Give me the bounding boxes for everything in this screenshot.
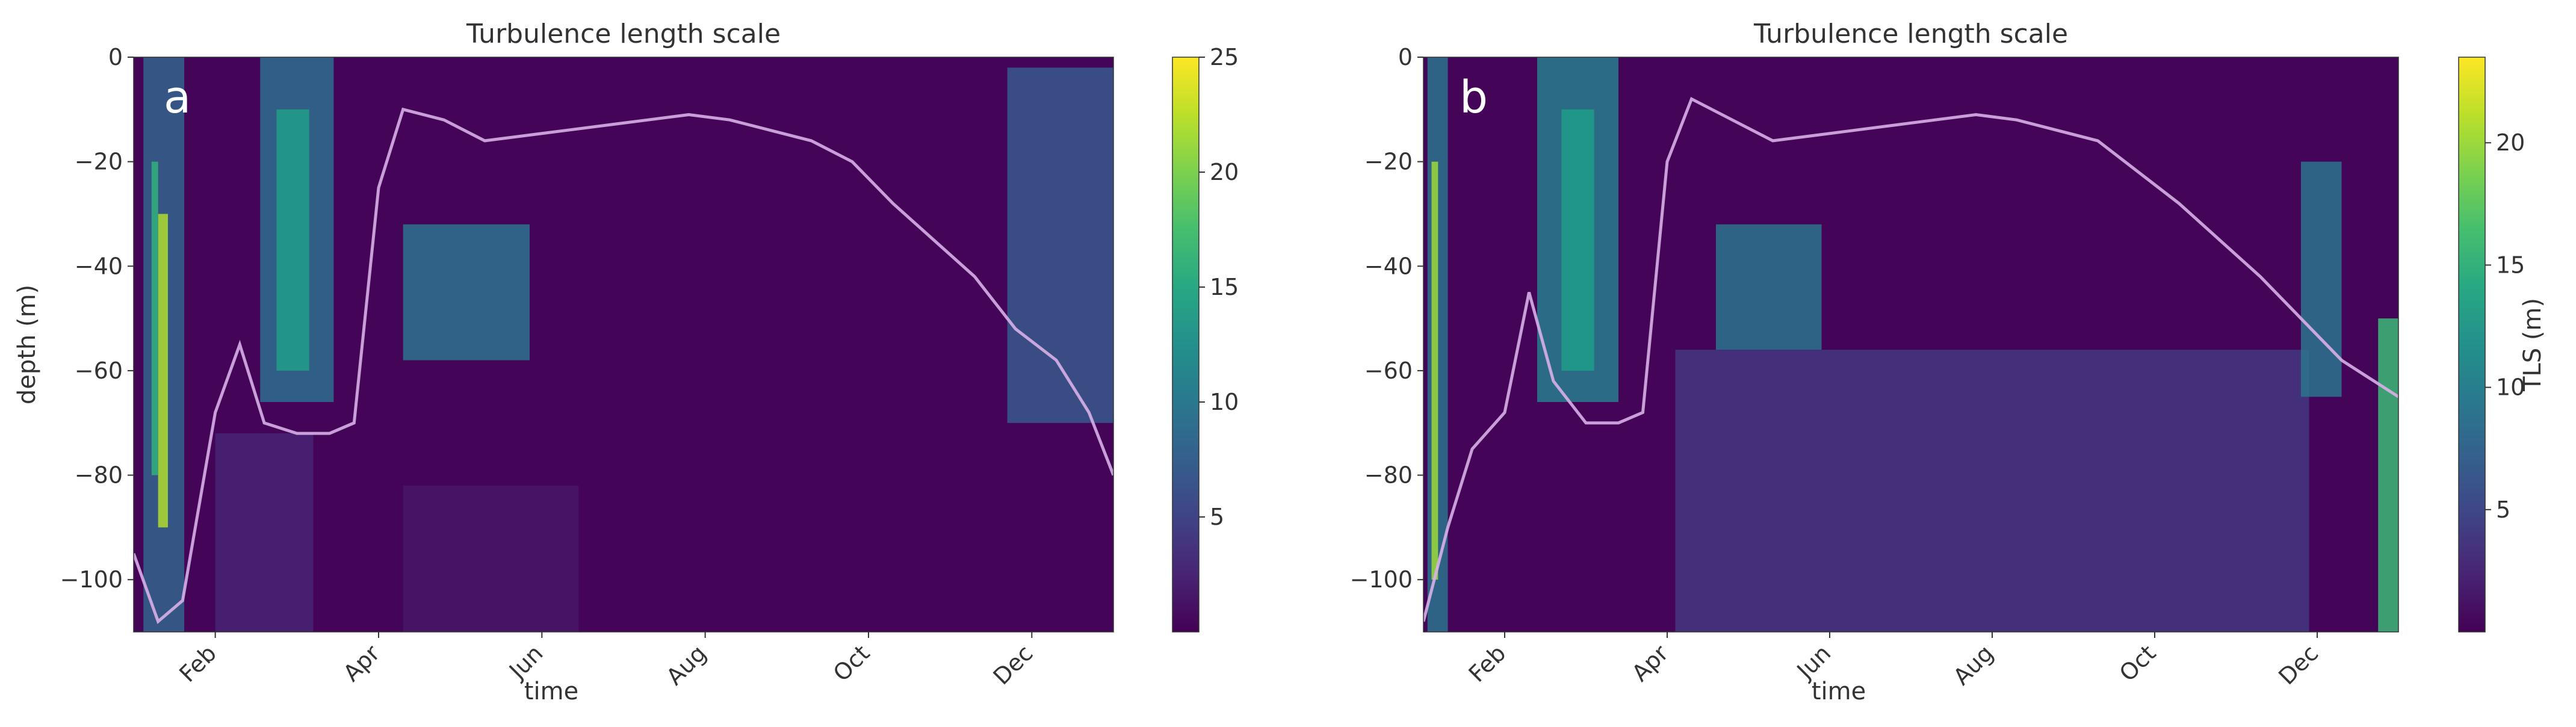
panel-letter: a	[164, 72, 191, 123]
panel-letter: b	[1460, 72, 1488, 123]
heatmap-region-6	[403, 224, 530, 360]
heatmap-region-7	[2378, 318, 2398, 632]
colorbar-label: TLS (m)	[2519, 298, 2547, 392]
colorbar-tick-label: 20	[1210, 159, 1239, 185]
y-tick-label: −60	[1364, 357, 1413, 384]
heatmap-chart-a: Turbulence length scale a 0 −20 −40 −60 −80 −10…	[13, 19, 1239, 705]
x-tick-label: Oct	[2114, 640, 2161, 687]
y-tick-label: −40	[1364, 253, 1413, 279]
x-tick-label: Apr	[338, 640, 385, 687]
x-tick-label: Feb	[174, 640, 221, 687]
heatmap-region-2	[151, 161, 158, 475]
chart-title: Turbulence length scale	[1753, 19, 2068, 49]
panel-b: Turbulence length scale b 0 −20 −40 −60 −80 −10…	[1288, 0, 2576, 727]
y-tick-label: −20	[75, 149, 123, 175]
heatmap-region-8	[1007, 67, 1113, 423]
colorbar-tick-label: 10	[2496, 374, 2525, 401]
y-tick-label: −80	[1364, 462, 1413, 489]
y-tick-label: −80	[75, 462, 123, 489]
x-tick-label: Feb	[1464, 640, 1511, 687]
colorbar-tick-label: 10	[1210, 389, 1239, 415]
y-tick-label: −20	[1364, 149, 1413, 175]
heatmap-chart-b: Turbulence length scale b 0 −20 −40 −60 −80 −10…	[1350, 19, 2547, 705]
y-tick-label: −40	[75, 253, 123, 279]
y-tick-label: −60	[75, 357, 123, 384]
colorbar-tick-label: 15	[2496, 252, 2525, 278]
heatmap-region-3	[1561, 109, 1594, 371]
colorbar-tick-label: 25	[1210, 44, 1239, 70]
y-tick-label: 0	[108, 44, 123, 70]
y-tick-label: 0	[1398, 44, 1413, 70]
x-axis-label: time	[524, 678, 578, 705]
x-tick-label: Oct	[828, 640, 875, 687]
x-tick-label: Dec	[988, 640, 1038, 690]
chart-title: Turbulence length scale	[466, 19, 781, 49]
colorbar-tick-label: 5	[1210, 504, 1224, 530]
heatmap-region-7	[403, 485, 579, 632]
mixed-layer-line	[134, 107, 1113, 624]
colorbar	[2458, 57, 2486, 633]
panel-a: Turbulence length scale a 0 −20 −40 −60 −80 −10…	[13, 19, 1239, 705]
heatmap-region-6	[2301, 161, 2342, 397]
y-tick-label: −100	[60, 566, 123, 593]
colorbar	[1172, 57, 1200, 633]
heatmap-region-5	[1675, 350, 2309, 632]
x-tick-label: Aug	[1948, 640, 1999, 690]
heatmap-region-1	[158, 214, 168, 528]
heatmap-region-4	[1716, 224, 1822, 350]
x-axis-label: time	[1812, 678, 1866, 705]
colorbar-tick-label: 5	[2496, 497, 2510, 523]
plot-frame	[133, 57, 1114, 633]
colorbar-tick-label: 15	[1210, 274, 1239, 300]
x-tick-label: Aug	[661, 640, 711, 690]
heatmap-region-5	[215, 433, 314, 632]
colorbar-tick-label: 20	[2496, 129, 2525, 156]
heatmap-region-1	[1431, 161, 1438, 580]
x-tick-label: Dec	[2273, 640, 2323, 690]
plot-frame	[1423, 57, 2399, 633]
y-axis-label: depth (m)	[13, 285, 41, 404]
heatmap-region-4	[276, 109, 309, 371]
x-tick-label: Apr	[1627, 640, 1674, 687]
mixed-layer-line	[1423, 96, 2398, 622]
y-tick-label: −100	[1350, 566, 1413, 593]
